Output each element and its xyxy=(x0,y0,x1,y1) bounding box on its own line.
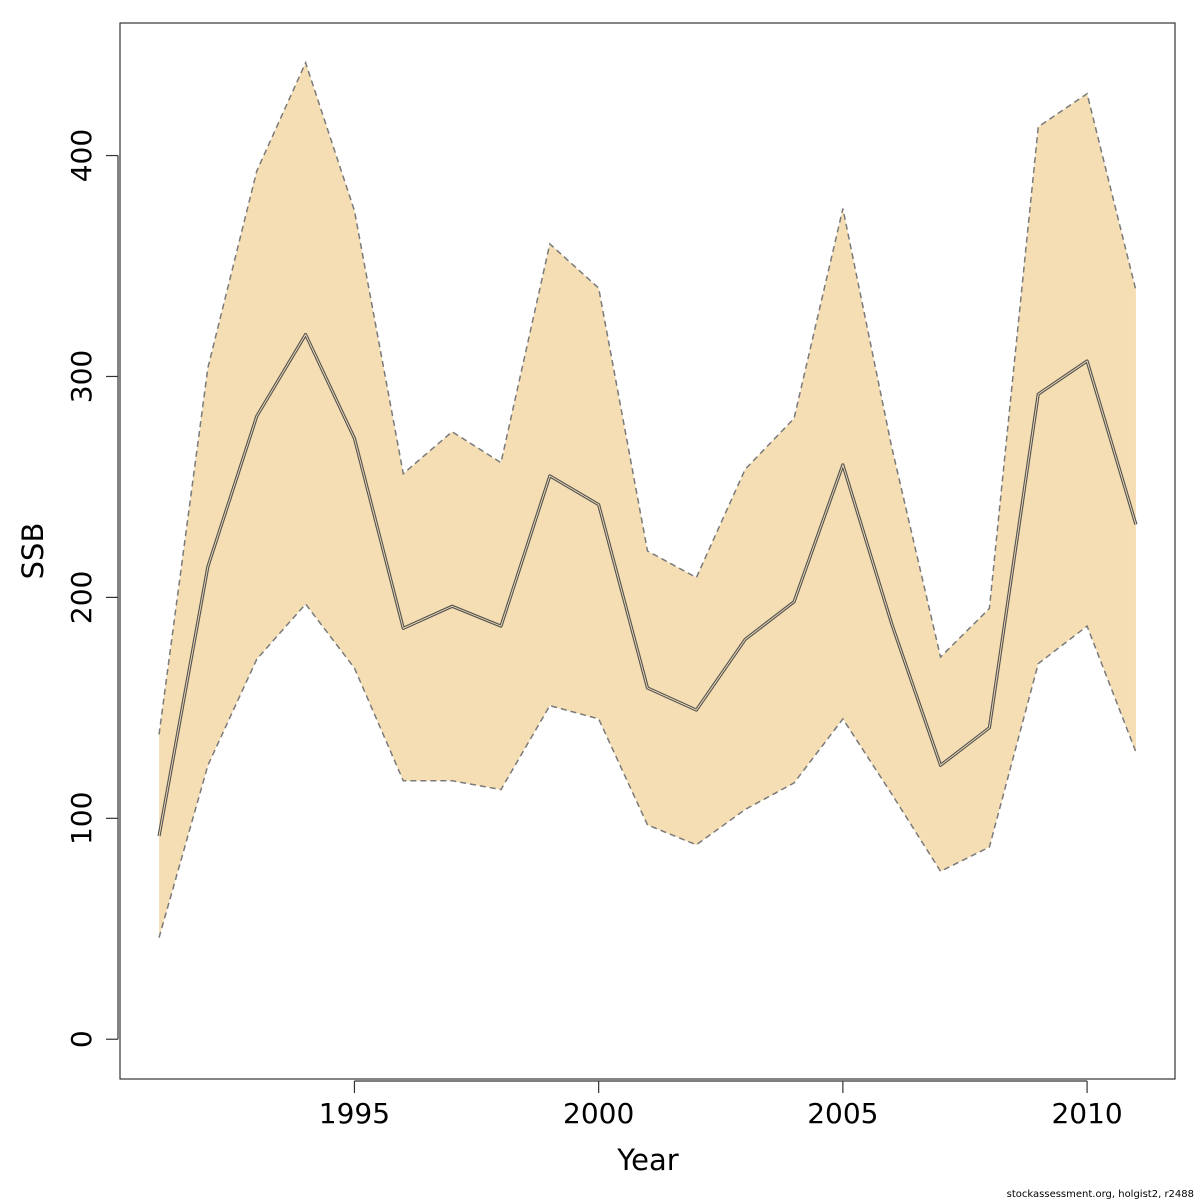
footer-credit: stockassessment.org, holgist2, r2488 xyxy=(1007,1189,1194,1200)
x-tick-label: 2005 xyxy=(807,1097,878,1130)
y-axis: 0 100 200 300 400 xyxy=(65,129,119,1048)
plot-border xyxy=(119,22,1176,1080)
upper-bound-line xyxy=(158,60,1137,735)
y-tick-label: 400 xyxy=(65,129,98,182)
x-tick-label: 2000 xyxy=(563,1097,634,1130)
lower-bound-line xyxy=(158,602,1137,938)
x-tick-label: 1995 xyxy=(319,1097,390,1130)
y-tick-label: 200 xyxy=(65,571,98,624)
ssb-estimate-line-inner xyxy=(158,334,1137,837)
y-tick-label: 300 xyxy=(65,350,98,403)
plot-area xyxy=(157,60,1138,938)
x-axis: 1995 2000 2005 2010 xyxy=(319,1080,1123,1130)
y-tick-label: 100 xyxy=(65,792,98,845)
x-axis-title: Year xyxy=(616,1143,678,1177)
x-tick-label: 2010 xyxy=(1051,1097,1122,1130)
y-tick-label: 0 xyxy=(65,1030,98,1048)
confidence-band xyxy=(159,62,1136,938)
y-axis-title: SSB xyxy=(16,523,50,580)
